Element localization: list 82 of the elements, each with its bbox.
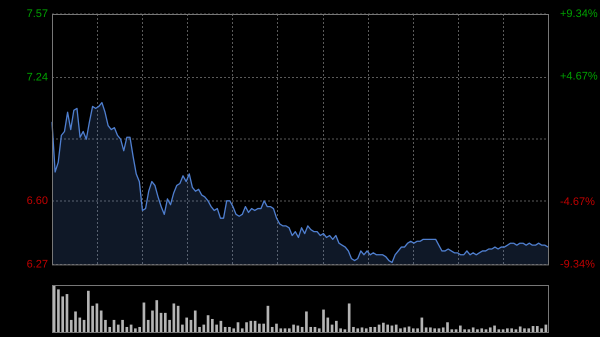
bar xyxy=(429,327,432,332)
bar xyxy=(236,322,240,332)
bar xyxy=(228,326,231,332)
bar xyxy=(74,311,77,332)
bar xyxy=(476,329,479,332)
bar xyxy=(339,328,342,332)
bar xyxy=(506,328,509,332)
bar xyxy=(540,328,543,332)
bar xyxy=(288,328,291,332)
bar xyxy=(245,322,248,332)
bar xyxy=(66,294,68,332)
y2-tick-label: -4.67% xyxy=(560,196,596,208)
y-tick-label: 6.27 xyxy=(26,258,48,270)
bar xyxy=(484,329,488,332)
bar xyxy=(360,327,364,332)
bar xyxy=(536,326,539,332)
bar xyxy=(480,328,484,332)
bar xyxy=(224,326,227,332)
bar xyxy=(112,320,116,332)
bar xyxy=(446,322,449,332)
y-tick-label: 7.57 xyxy=(26,8,48,20)
bar xyxy=(164,312,167,332)
bar xyxy=(399,328,402,332)
bar xyxy=(314,326,316,332)
y2-tick-label: +4.67% xyxy=(560,70,598,83)
bar xyxy=(61,296,64,332)
bar xyxy=(378,324,380,332)
bar xyxy=(134,328,137,332)
bar xyxy=(403,327,406,332)
bar xyxy=(514,329,518,332)
bar xyxy=(100,310,103,332)
bar xyxy=(412,328,415,332)
bar xyxy=(206,315,210,332)
bar xyxy=(309,326,312,332)
bar xyxy=(142,302,146,332)
bar xyxy=(424,327,428,332)
bar xyxy=(518,326,522,332)
bar xyxy=(91,306,94,332)
y2-tick-label: -9.34% xyxy=(560,258,596,270)
bar xyxy=(382,322,385,332)
bar xyxy=(454,329,458,332)
bar xyxy=(155,300,158,332)
bar xyxy=(394,324,398,332)
bar xyxy=(493,326,496,332)
bar xyxy=(532,326,534,332)
bar xyxy=(322,310,325,332)
bar xyxy=(408,326,410,332)
bar xyxy=(348,303,351,332)
y-tick-label: 7.24 xyxy=(26,72,48,84)
bar xyxy=(488,327,492,332)
bar xyxy=(266,306,270,332)
bar xyxy=(472,327,475,332)
bar xyxy=(544,324,548,332)
bar xyxy=(220,320,222,332)
bar xyxy=(194,310,197,332)
bar xyxy=(275,324,278,332)
bar xyxy=(130,324,132,332)
bar xyxy=(390,326,394,332)
bar xyxy=(292,324,295,332)
bar xyxy=(356,328,360,332)
bar xyxy=(305,311,308,332)
bar xyxy=(369,326,372,332)
bar xyxy=(215,324,218,332)
y2-tick-label: +9.34% xyxy=(560,8,598,20)
bar xyxy=(420,318,424,332)
bar xyxy=(121,320,124,332)
bar xyxy=(96,303,98,332)
bar xyxy=(527,328,530,332)
bar xyxy=(258,324,261,332)
bar xyxy=(296,326,300,332)
bar xyxy=(523,328,526,332)
bar xyxy=(433,328,436,332)
bar xyxy=(172,303,176,332)
bar xyxy=(185,318,188,332)
bar xyxy=(176,306,180,332)
bar xyxy=(52,285,56,332)
bar xyxy=(57,289,60,332)
bar xyxy=(284,328,286,332)
bar xyxy=(438,328,440,332)
bar xyxy=(254,320,256,332)
y-tick-label: 6.60 xyxy=(26,194,48,207)
bar xyxy=(364,328,368,332)
